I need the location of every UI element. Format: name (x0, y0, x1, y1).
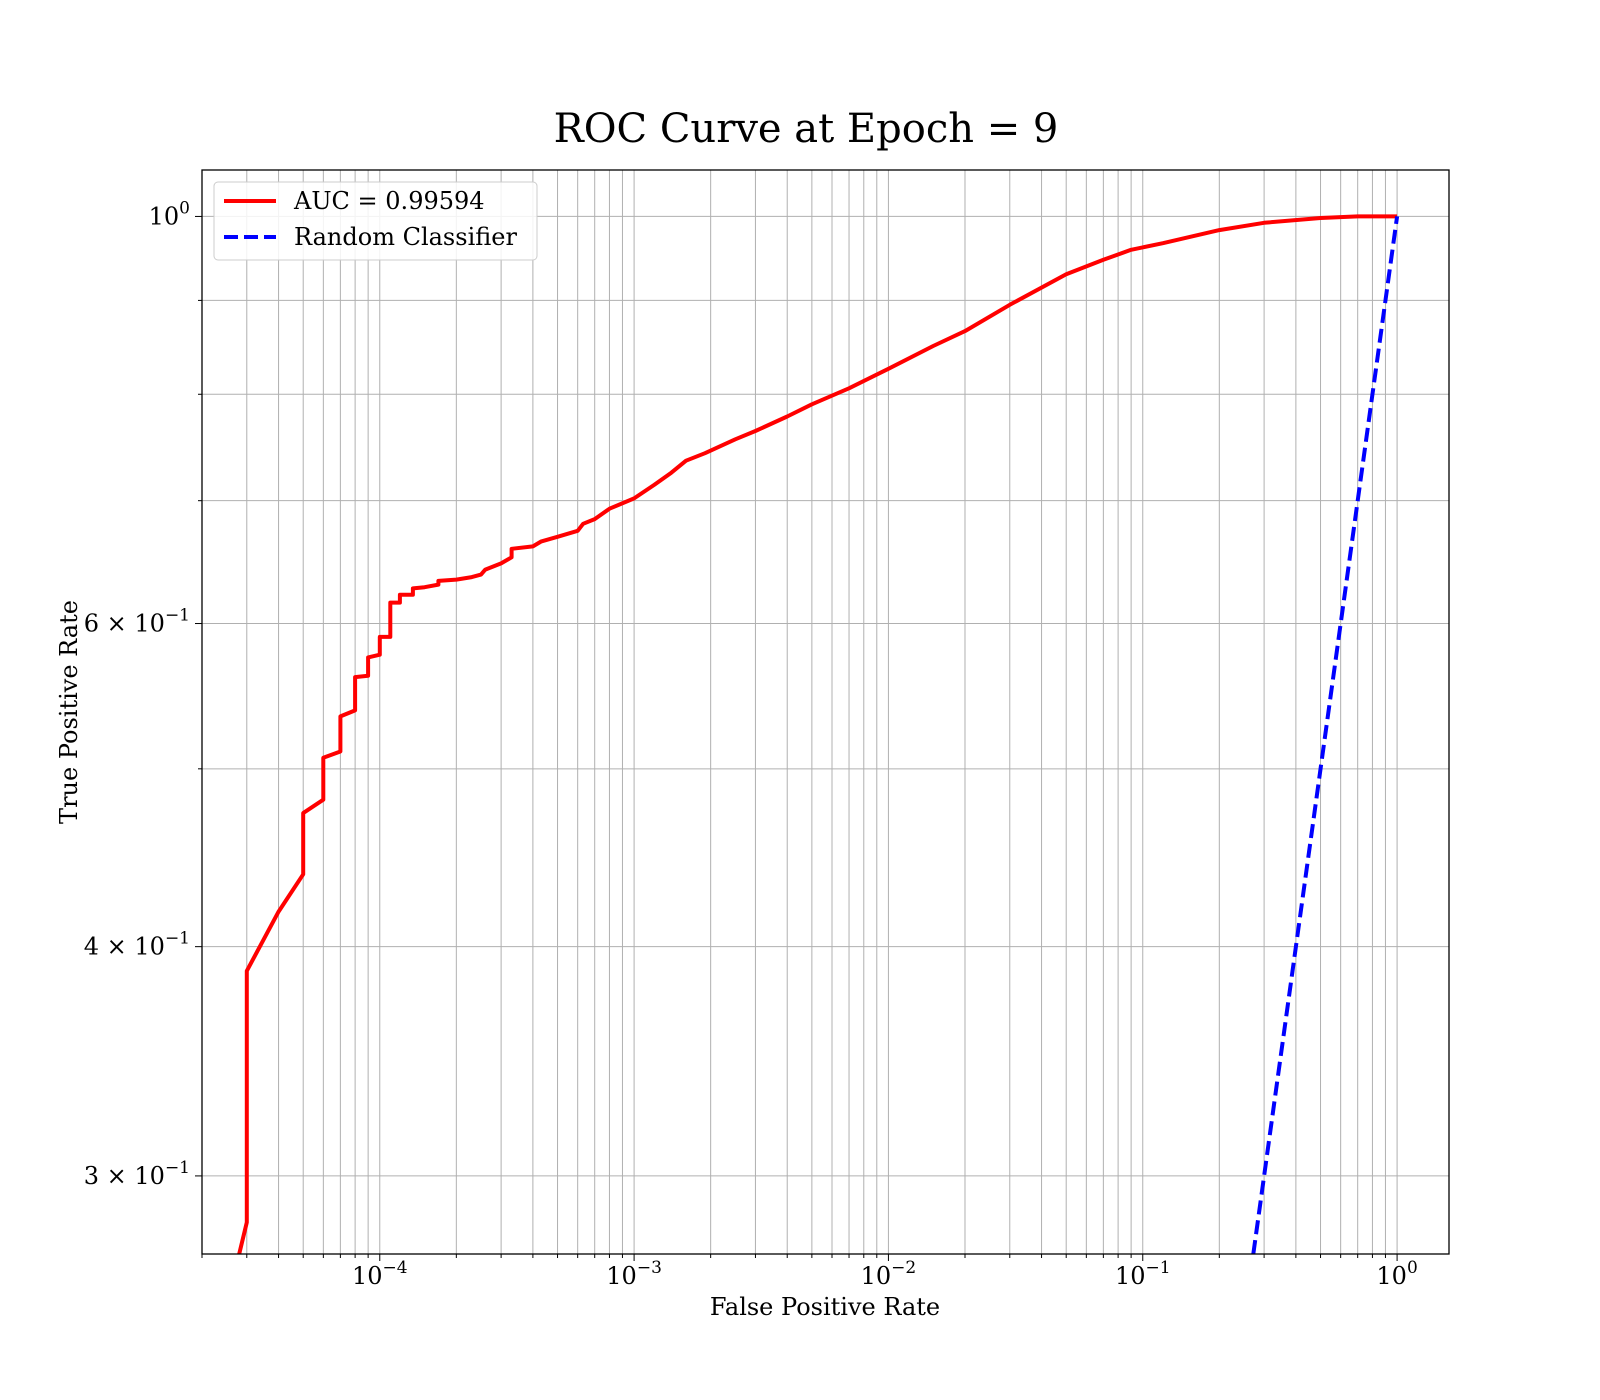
grid-lines (201, 170, 1449, 1254)
legend: AUC = 0.99594 Random Classifier (213, 181, 538, 261)
legend-label-auc: AUC = 0.99594 (293, 187, 485, 215)
x-axis-label: False Positive Rate (710, 1293, 940, 1321)
x-tick-labels: 10−4 10−3 10−2 10−1 100 (352, 1258, 1418, 1290)
x-tick-label: 10−2 (861, 1258, 917, 1290)
x-tick-label: 10−1 (1115, 1258, 1171, 1290)
y-tick-label: 4 × 10−1 (84, 929, 190, 961)
x-tick-label: 10−3 (606, 1258, 662, 1290)
y-tick-label: 100 (149, 198, 190, 230)
plot-frame (201, 169, 1450, 1255)
y-tick-label: 6 × 10−1 (84, 606, 190, 638)
chart-title: ROC Curve at Epoch = 9 (554, 106, 1059, 152)
y-tick-labels: 100 6 × 10−1 4 × 10−1 3 × 10−1 (84, 198, 190, 1189)
x-tick-label: 10−4 (352, 1258, 408, 1290)
random-classifier-line (1251, 216, 1400, 1254)
legend-box (213, 181, 538, 261)
roc-curve-line (237, 214, 1398, 1254)
y-axis-label: True Positive Rate (55, 600, 83, 824)
axis-ticks (195, 215, 1398, 1261)
series-lines (237, 214, 1400, 1254)
x-tick-label: 100 (1376, 1258, 1417, 1290)
y-tick-label: 3 × 10−1 (84, 1158, 190, 1190)
legend-label-random: Random Classifier (294, 223, 517, 251)
